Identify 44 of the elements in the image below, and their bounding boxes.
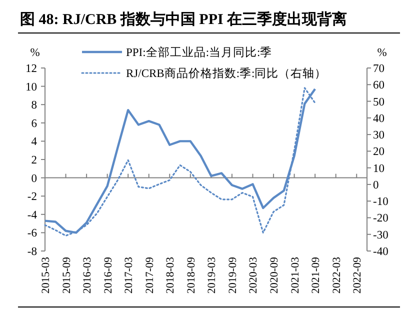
x-tick-label: 2017-03 [123,256,136,294]
x-tick-label: 2022-03 [330,256,343,294]
y2-tick-label: 10 [373,162,385,175]
x-tick-label: 2019-09 [226,256,239,294]
y-tick-label: 6 [31,118,38,130]
x-tick-label: 2022-09 [352,256,364,294]
y2-tick-label: 20 [373,146,385,158]
y2-tick-label: 60 [373,80,385,92]
x-tick-label: 2020-09 [268,256,281,294]
y2-tick-label: -40 [373,246,389,258]
y2-tick-label: 0 [373,179,379,192]
x-tick-label: 2018-03 [164,256,177,294]
x-tick-label: 2015-03 [40,256,52,294]
y-tick-label: -8 [27,246,38,258]
y2-tick-label: 40 [373,112,385,125]
x-tick-label: 2021-03 [289,256,302,294]
x-tick-label: 2020-03 [248,256,260,294]
y-tick-label: -6 [27,228,38,240]
y2-tick-label: -20 [373,212,389,225]
x-tick-label: 2016-03 [82,256,94,294]
y-tick-label: -2 [27,191,38,204]
y-tick-label: 12 [26,63,38,75]
x-tick-label: 2016-09 [102,256,114,294]
y-tick-label: 4 [31,136,38,148]
y-tick-label: 2 [31,154,38,166]
y2-axis-title: % [377,47,388,59]
x-tick-label: 2019-03 [206,256,218,294]
y2-tick-label: -10 [373,196,389,208]
x-tick-label: 2017-09 [144,256,156,294]
y2-tick-label: 50 [373,96,385,108]
y-tick-label: -4 [27,209,38,222]
legend-label: PPI:全部工业品:当月同比:季 [126,45,272,59]
y-tick-label: 8 [31,100,38,112]
y-tick-label: 10 [26,81,38,94]
chart-title: 图 48: RJ/CRB 指数与中国 PPI 在三季度出现背离 [20,10,348,28]
x-tick-label: 2021-09 [310,256,322,294]
y2-tick-label: -30 [373,229,389,242]
x-tick-label: 2015-09 [60,256,73,294]
y-axis-title: % [30,47,40,59]
y-tick-label: 0 [31,172,38,185]
legend-label: RJ/CRB商品价格指数:季:同比（右轴） [126,66,327,80]
y2-tick-label: 70 [373,63,385,75]
y2-tick-label: 30 [373,130,385,142]
x-tick-label: 2018-09 [185,256,198,294]
